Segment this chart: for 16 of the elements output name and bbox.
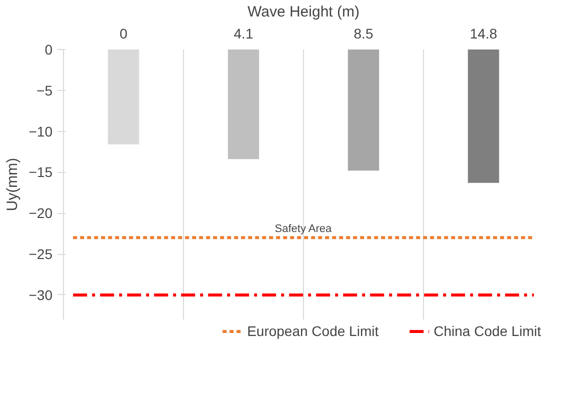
y-axis-title: Uy(mm)	[4, 158, 21, 212]
x-axis-title: Wave Height (m)	[248, 4, 360, 20]
legend-label: China Code Limit	[434, 323, 541, 339]
y-tick-label: −5	[36, 82, 53, 98]
y-tick-label: −30	[28, 286, 53, 303]
annotation: Safety Area	[274, 222, 333, 235]
y-tick-label: 0	[44, 42, 53, 58]
y-tick-label: −15	[28, 164, 53, 180]
legend-label: European Code Limit	[247, 323, 379, 339]
y-tick-label: −25	[28, 246, 53, 262]
y-tick-label: −20	[28, 205, 53, 222]
y-tick-label: −10	[28, 123, 53, 140]
x-tick-label: 14.8	[470, 26, 498, 42]
x-tick-label: 0	[120, 26, 128, 42]
x-tick-label: 4.1	[234, 26, 254, 42]
x-tick-label: 8.5	[354, 26, 374, 42]
